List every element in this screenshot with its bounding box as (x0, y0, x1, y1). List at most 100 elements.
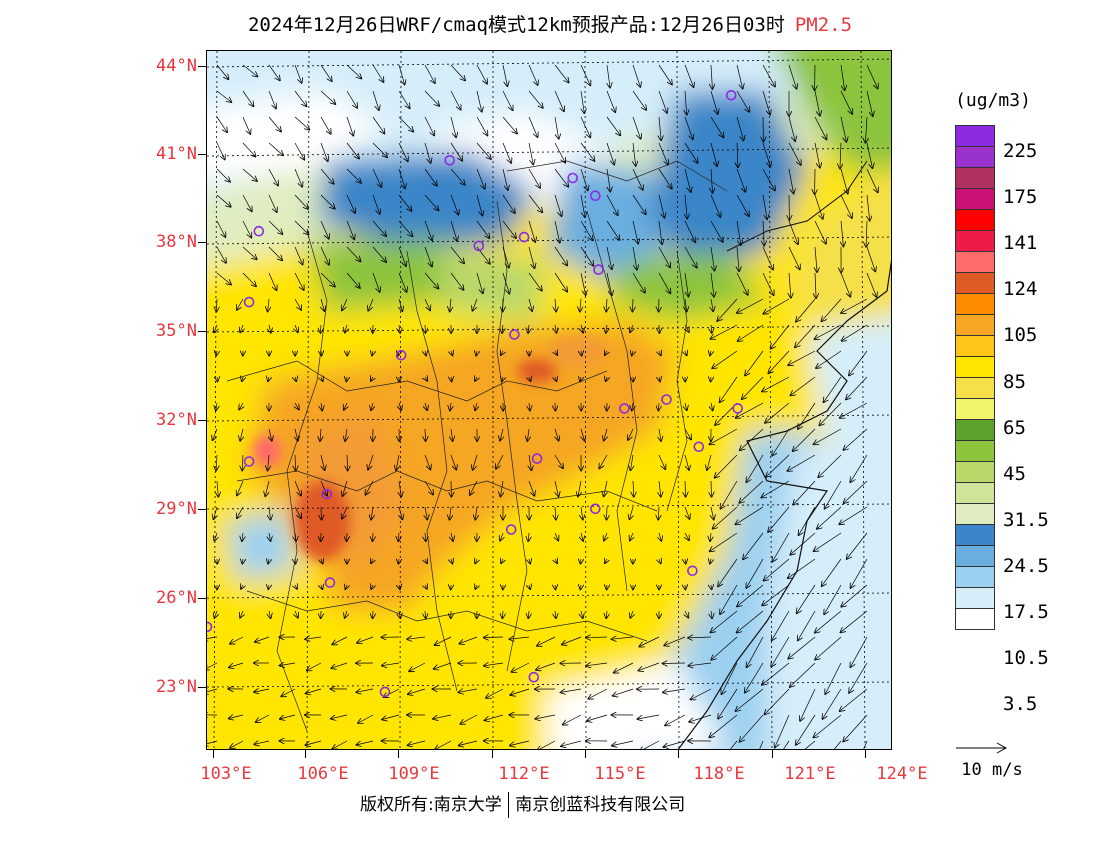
wind-vector (372, 220, 386, 236)
wind-vectors (207, 64, 878, 749)
wind-vector (711, 298, 713, 311)
wind-vector (345, 610, 347, 618)
wind-vector (580, 272, 586, 295)
wind-vector (736, 116, 744, 140)
wind-vector (663, 663, 686, 664)
wind-vector (294, 194, 308, 209)
wind-vector (475, 402, 477, 410)
wind-vector (866, 168, 878, 192)
wind-vector (294, 90, 306, 106)
wind-vector (580, 377, 581, 381)
wind-vector (230, 636, 244, 644)
wind-vector (844, 480, 868, 503)
wind-vector (762, 584, 790, 605)
wind-vector (425, 402, 427, 410)
wind-vector (815, 636, 842, 660)
wind-vector (775, 714, 790, 748)
wind-vector (788, 168, 794, 193)
lon-tick (305, 750, 306, 758)
wind-vector (424, 246, 432, 266)
city-marker (589, 503, 601, 515)
wind-vector (424, 116, 434, 135)
wind-vector (840, 168, 848, 194)
lat-tick (198, 66, 206, 67)
wind-vector (399, 480, 401, 497)
wind-vector (346, 64, 361, 78)
wind-vector (502, 142, 511, 163)
pm25-map[interactable] (207, 51, 892, 750)
wind-vector (476, 64, 487, 84)
wind-vector (529, 377, 531, 381)
wind-vector (718, 688, 738, 719)
wind-vector (425, 559, 427, 563)
wind-vector (268, 585, 269, 589)
wind-vector (685, 610, 688, 618)
wind-vector (372, 246, 386, 262)
wind-vector (294, 506, 301, 518)
wind-vector (242, 272, 256, 286)
wind-vector (639, 636, 660, 647)
wind-vector (763, 220, 764, 246)
wind-vector (306, 740, 322, 745)
wind-vector (664, 636, 686, 645)
colorbar-box (955, 314, 995, 336)
wind-vector (762, 246, 773, 269)
city-marker (207, 621, 213, 633)
wind-vector (502, 324, 503, 333)
wind-vector (207, 689, 218, 693)
wind-vector (371, 377, 373, 381)
wind-vector (425, 324, 426, 333)
lat-label-32: 32°N (156, 410, 197, 430)
city-marker (444, 155, 455, 166)
wind-vector (501, 559, 503, 563)
city-marker (589, 190, 601, 201)
wind-vector (736, 272, 748, 295)
wind-vector (425, 428, 426, 441)
wind-vector (434, 662, 452, 669)
lon-tick (678, 750, 679, 758)
wind-vector (240, 610, 243, 618)
wind-vector (814, 116, 827, 139)
map-frame[interactable] (206, 50, 892, 750)
wind-vector (214, 610, 217, 618)
wind-vector (659, 351, 661, 355)
wind-vector (294, 116, 309, 130)
wind-vector (788, 636, 816, 659)
wind-vector (294, 64, 302, 83)
wind-vector (321, 351, 322, 356)
wind-vector (216, 272, 231, 285)
colorbar-label: 85 (1003, 370, 1026, 393)
wind-vector (738, 324, 764, 341)
wind-vector (496, 454, 504, 469)
wind-vector (612, 740, 634, 746)
wind-vector (737, 142, 738, 167)
lat-label-26: 26°N (156, 588, 197, 608)
wind-vector (555, 324, 557, 333)
wind-vector (424, 220, 432, 240)
wind-vector (580, 142, 594, 161)
wind-vector (718, 558, 738, 586)
wind-vector (717, 298, 738, 321)
wind-vector (357, 740, 374, 745)
wind-vector (450, 142, 462, 161)
wind-vector (216, 298, 217, 311)
wind-vector (216, 194, 231, 207)
city-marker (593, 264, 604, 275)
wind-vector (578, 480, 581, 496)
lat-tick (198, 242, 206, 243)
colorbar-box (955, 419, 995, 441)
lon-label-103: 103°E (200, 764, 252, 784)
colorbar-box (955, 503, 995, 525)
wind-vector (632, 402, 633, 410)
wind-vector (229, 662, 244, 667)
wind-vector (346, 220, 354, 239)
wind-vector (555, 585, 556, 589)
wind-vector (398, 559, 399, 564)
wind-vector (450, 246, 464, 263)
wind-vector (722, 662, 738, 694)
wind-vector (633, 142, 636, 166)
wind-vector (280, 663, 296, 666)
wind-vector (685, 90, 687, 115)
wind-vector (638, 714, 660, 719)
colorbar-box (955, 398, 995, 420)
